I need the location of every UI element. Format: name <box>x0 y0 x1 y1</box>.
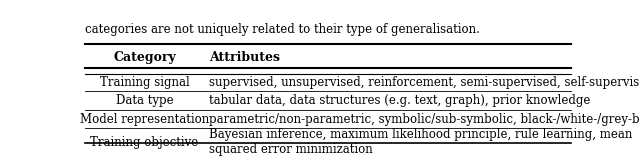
Text: Data type: Data type <box>116 94 173 107</box>
Text: Bayesian inference, maximum likelihood principle, rule learning, mean
squared er: Bayesian inference, maximum likelihood p… <box>209 128 632 156</box>
Text: supervised, unsupervised, reinforcement, semi-supervised, self-supervised: supervised, unsupervised, reinforcement,… <box>209 76 640 89</box>
Text: Training signal: Training signal <box>100 76 189 89</box>
Text: Model representation: Model representation <box>80 113 209 126</box>
Text: Training objective: Training objective <box>90 136 198 149</box>
Text: categories are not uniquely related to their type of generalisation.: categories are not uniquely related to t… <box>85 23 480 36</box>
Text: tabular data, data structures (e.g. text, graph), prior knowledge: tabular data, data structures (e.g. text… <box>209 94 590 107</box>
Text: parametric/non-parametric, symbolic/sub-symbolic, black-/white-/grey-box: parametric/non-parametric, symbolic/sub-… <box>209 113 640 126</box>
Text: Attributes: Attributes <box>209 51 280 64</box>
Text: Category: Category <box>113 51 176 64</box>
